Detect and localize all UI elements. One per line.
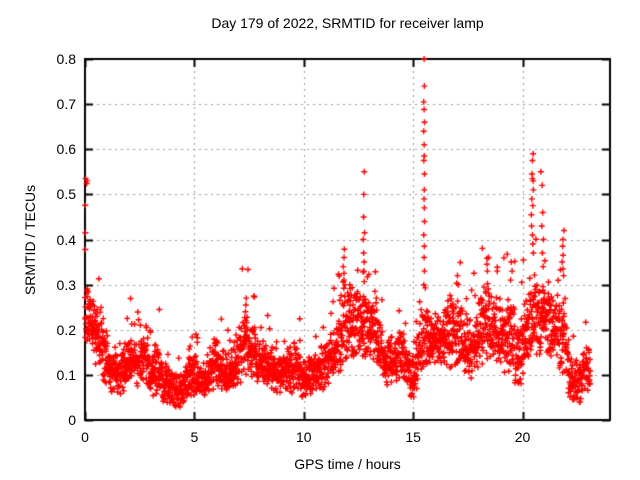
y-tick-label: 0.3 [56,276,76,293]
chart-title: Day 179 of 2022, SRMTID for receiver lam… [211,15,484,31]
y-tick-label: 0.4 [56,231,76,248]
x-axis-label: GPS time / hours [294,456,401,472]
y-tick-label: 0.5 [56,186,76,203]
y-tick-label: 0.2 [56,321,76,338]
x-tick-label: 15 [405,429,421,445]
x-tick-label: 0 [81,429,89,445]
y-tick-label: 0.6 [56,141,76,158]
y-tick-label: 0.7 [56,96,76,113]
x-tick-label: 20 [514,429,531,445]
y-tick-label: 0 [68,412,76,428]
y-tick-label: 0.8 [56,51,76,67]
x-tick-label: 5 [190,429,199,445]
x-tick-label: 10 [295,429,312,445]
y-tick-label: 0.1 [56,366,76,383]
